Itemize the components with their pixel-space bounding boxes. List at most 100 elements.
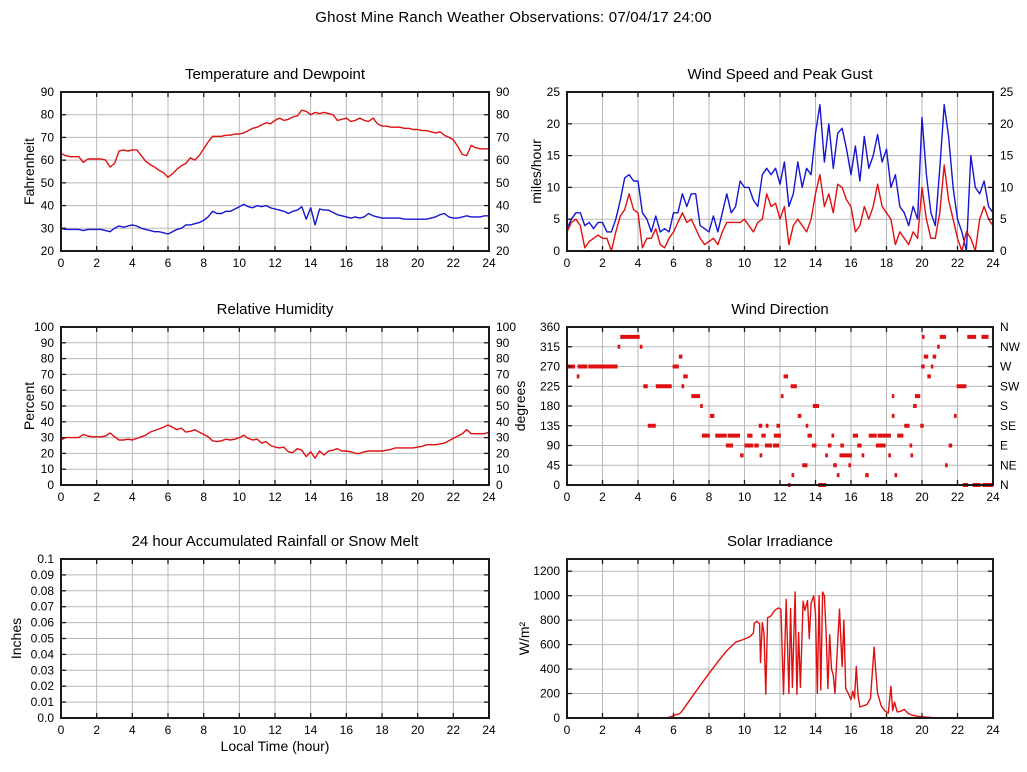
y-tick-label: 1200 xyxy=(533,564,560,578)
x-tick-label: 16 xyxy=(844,723,858,737)
x-tick-label: 6 xyxy=(670,490,677,504)
y-tick-label-right: 0 xyxy=(1000,244,1007,258)
compass-label: N xyxy=(1000,320,1009,334)
y-tick-label: 0.02 xyxy=(31,679,55,693)
x-tick-label: 16 xyxy=(844,256,858,270)
x-tick-label: 0 xyxy=(58,490,65,504)
compass-label: E xyxy=(1000,439,1008,453)
y-tick-label: 80 xyxy=(41,108,55,122)
x-tick-label: 18 xyxy=(880,490,894,504)
x-tick-label: 6 xyxy=(165,490,172,504)
y-tick-label: 50 xyxy=(41,176,55,190)
y-tick-label: 20 xyxy=(41,244,55,258)
dewpoint-line xyxy=(60,203,489,235)
y-tick-label-right: 40 xyxy=(496,199,510,213)
compass-label: W xyxy=(1000,360,1012,374)
compass-label: S xyxy=(1000,399,1008,413)
x-tick-label: 2 xyxy=(93,256,100,270)
wind-speed-line xyxy=(566,164,994,252)
x-tick-label: 18 xyxy=(375,723,389,737)
x-tick-label: 14 xyxy=(809,723,823,737)
y-tick-label-right: 0 xyxy=(496,478,503,492)
y-tick-label-right: 50 xyxy=(496,176,510,190)
y-tick-label: 70 xyxy=(41,367,55,381)
x-tick-label: 10 xyxy=(738,723,752,737)
y-tick-label: 800 xyxy=(540,613,560,627)
y-tick-label: 225 xyxy=(540,379,560,393)
page-title: Ghost Mine Ranch Weather Observations: 0… xyxy=(315,9,712,26)
y-tick-label: 45 xyxy=(547,458,561,472)
x-tick-label: 2 xyxy=(599,723,606,737)
chart-title: Temperature and Dewpoint xyxy=(185,66,366,83)
x-tick-label: 12 xyxy=(773,723,787,737)
x-axis-label: Local Time (hour) xyxy=(221,738,330,754)
y-tick-label-right: 80 xyxy=(496,352,510,366)
y-tick-label-right: 5 xyxy=(1000,212,1007,226)
y-tick-label: 400 xyxy=(540,662,560,676)
x-tick-label: 22 xyxy=(951,256,965,270)
x-tick-label: 18 xyxy=(880,723,894,737)
x-tick-label: 6 xyxy=(670,723,677,737)
y-tick-label: 0.09 xyxy=(31,568,55,582)
x-tick-label: 22 xyxy=(447,723,461,737)
x-tick-label: 0 xyxy=(58,256,65,270)
x-tick-label: 22 xyxy=(951,723,965,737)
x-tick-label: 16 xyxy=(340,723,354,737)
x-tick-label: 24 xyxy=(482,256,496,270)
x-tick-label: 6 xyxy=(165,723,172,737)
humidity-line xyxy=(60,424,490,459)
y-tick-label-right: 10 xyxy=(1000,180,1014,194)
x-tick-label: 24 xyxy=(482,490,496,504)
x-tick-label: 2 xyxy=(599,256,606,270)
plot-border xyxy=(60,558,490,719)
x-tick-label: 8 xyxy=(706,256,713,270)
x-tick-label: 20 xyxy=(411,723,425,737)
y-tick-label-right: 70 xyxy=(496,367,510,381)
y-tick-label: 40 xyxy=(41,199,55,213)
x-tick-label: 22 xyxy=(951,490,965,504)
y-tick-label: 50 xyxy=(41,399,55,413)
plot-border xyxy=(566,326,994,486)
y-tick-label: 90 xyxy=(41,85,55,99)
y-tick-label-right: 50 xyxy=(496,399,510,413)
x-tick-label: 20 xyxy=(915,256,929,270)
y-tick-label: 0 xyxy=(47,478,54,492)
x-tick-label: 18 xyxy=(880,256,894,270)
x-tick-label: 14 xyxy=(304,256,318,270)
x-tick-label: 20 xyxy=(915,723,929,737)
x-tick-label: 8 xyxy=(200,490,207,504)
compass-label: NW xyxy=(1000,340,1021,354)
y-tick-label: 30 xyxy=(41,431,55,445)
y-tick-label: 10 xyxy=(41,462,55,476)
y-tick-label: 180 xyxy=(540,399,560,413)
y-tick-label-right: 25 xyxy=(1000,85,1014,99)
x-tick-label: 6 xyxy=(670,256,677,270)
y-tick-label: 0.05 xyxy=(31,632,55,646)
y-tick-label: 270 xyxy=(540,360,560,374)
x-tick-label: 0 xyxy=(564,490,571,504)
y-tick-label: 0 xyxy=(553,711,560,725)
y-tick-label: 90 xyxy=(41,336,55,350)
x-tick-label: 10 xyxy=(233,723,247,737)
x-tick-label: 14 xyxy=(304,723,318,737)
y-tick-label: 5 xyxy=(553,212,560,226)
x-tick-label: 8 xyxy=(200,256,207,270)
compass-label: SE xyxy=(1000,419,1016,433)
x-tick-label: 20 xyxy=(411,256,425,270)
x-tick-label: 4 xyxy=(129,256,136,270)
y-axis-label: Fahrenheit xyxy=(21,138,37,205)
y-tick-label: 0.07 xyxy=(31,600,55,614)
y-tick-label: 1000 xyxy=(533,589,560,603)
y-tick-label: 200 xyxy=(540,687,560,701)
y-tick-label: 20 xyxy=(547,117,561,131)
y-tick-label-right: 10 xyxy=(496,462,510,476)
chart-rainfall: 24 hour Accumulated Rainfall or Snow Mel… xyxy=(8,533,496,754)
x-tick-label: 16 xyxy=(844,490,858,504)
y-tick-label-right: 30 xyxy=(496,431,510,445)
y-tick-label: 0.01 xyxy=(31,695,55,709)
x-tick-label: 10 xyxy=(738,256,752,270)
y-tick-label-right: 20 xyxy=(496,446,510,460)
